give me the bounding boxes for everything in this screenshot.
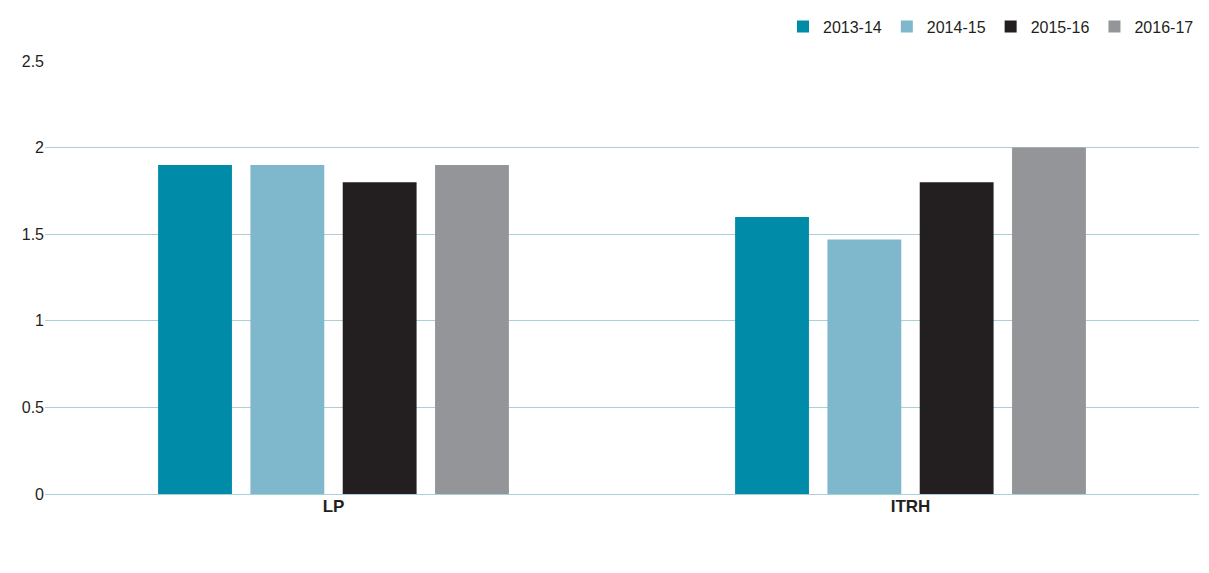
svg-text:ITRH: ITRH — [891, 497, 931, 516]
svg-text:2015-16: 2015-16 — [1031, 19, 1090, 36]
svg-text:2: 2 — [35, 139, 44, 156]
svg-text:2014-15: 2014-15 — [927, 19, 986, 36]
svg-text:2016-17: 2016-17 — [1134, 19, 1193, 36]
svg-text:LP: LP — [323, 497, 345, 516]
svg-text:1: 1 — [35, 312, 44, 329]
svg-text:0: 0 — [35, 486, 44, 503]
svg-text:2.5: 2.5 — [22, 53, 44, 70]
svg-text:1.5: 1.5 — [22, 226, 44, 243]
svg-text:0.5: 0.5 — [22, 399, 44, 416]
svg-text:2013-14: 2013-14 — [823, 19, 882, 36]
